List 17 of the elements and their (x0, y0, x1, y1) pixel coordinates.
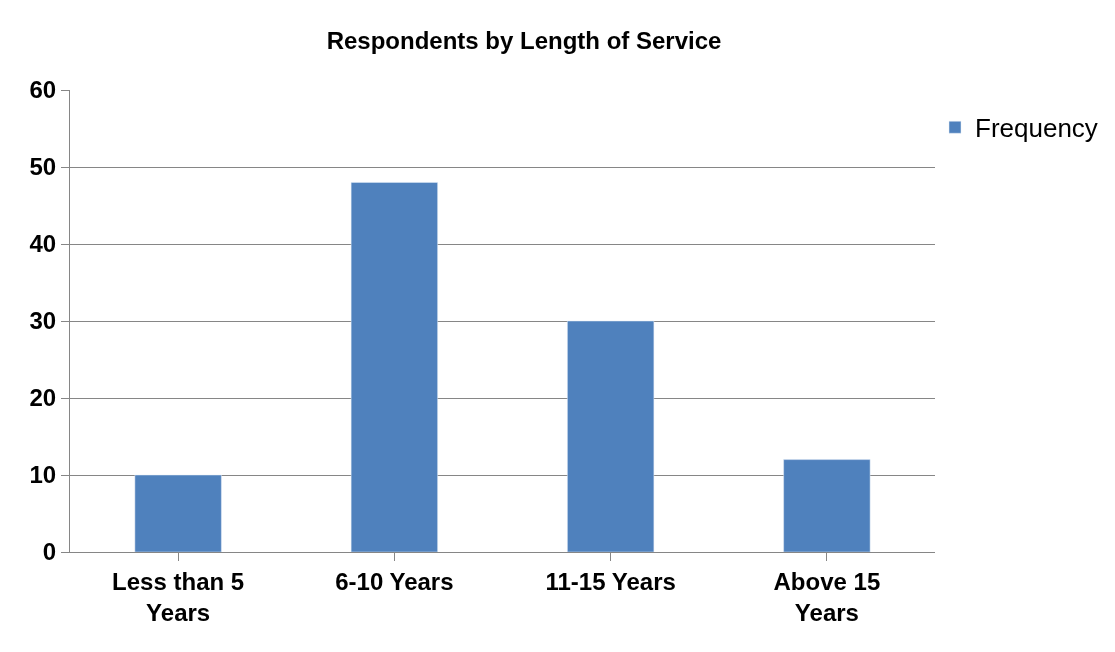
bar (567, 320, 655, 552)
chart-title: Respondents by Length of Service (326, 27, 722, 55)
x-tick-label: 6-10 Years (335, 567, 454, 595)
x-tick-label: Less than 5 Years (112, 567, 245, 626)
y-tick-label: 40 (29, 230, 57, 258)
y-tick-label: 50 (29, 153, 57, 181)
legend-label: Frequency (975, 113, 1098, 144)
bar (350, 182, 438, 552)
x-tick-label: 11-15 Years (545, 567, 676, 595)
y-tick-label: 0 (42, 538, 57, 566)
bar (134, 474, 222, 552)
y-tick-label: 60 (29, 76, 57, 104)
y-tick-label: 20 (29, 384, 57, 412)
y-tick-label: 30 (29, 307, 57, 335)
bar (783, 459, 871, 552)
y-tick-label: 10 (29, 461, 57, 489)
x-tick-label: Above 15 Years (773, 567, 881, 626)
